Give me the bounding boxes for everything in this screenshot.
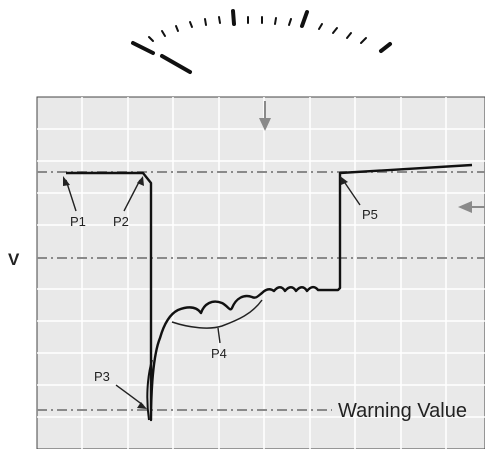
grid: [37, 97, 485, 449]
p4-pointer: [217, 327, 221, 344]
scope-panel: [36, 96, 485, 449]
callout-pointers: [63, 176, 361, 409]
p2-pointer: [123, 179, 141, 212]
left-arrow-head: [458, 201, 472, 213]
warning-value-label: Warning Value: [338, 400, 467, 422]
p1-label: P1: [70, 214, 86, 229]
p5-label: P5: [362, 207, 378, 222]
p3-spike-left: [146, 359, 153, 421]
meter-scale: [131, 9, 392, 74]
p4-bracket: [171, 299, 263, 329]
p3-label: P3: [94, 369, 110, 384]
p3-pointer: [115, 384, 144, 406]
p2-label: P2: [113, 214, 129, 229]
marker-arrows: [259, 101, 485, 213]
down-arrow-head: [259, 118, 271, 131]
p5-pointer: [342, 179, 361, 206]
signal-trace: [66, 163, 473, 422]
p4-label: P4: [211, 346, 227, 361]
v-axis-label: V: [8, 250, 20, 269]
